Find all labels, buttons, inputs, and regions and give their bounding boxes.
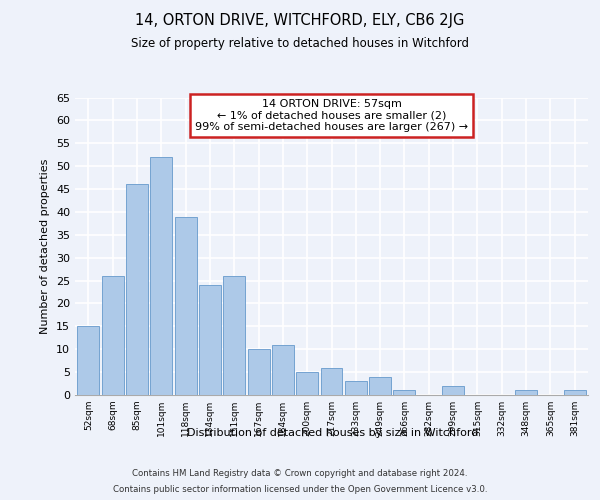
Bar [248, 349, 269, 395]
Bar [394, 390, 415, 395]
Bar [296, 372, 318, 395]
Bar [199, 285, 221, 395]
Bar [151, 157, 172, 395]
Bar [442, 386, 464, 395]
Bar [272, 344, 294, 395]
Bar [369, 376, 391, 395]
Bar [320, 368, 343, 395]
Y-axis label: Number of detached properties: Number of detached properties [40, 158, 50, 334]
Bar [77, 326, 100, 395]
Bar [126, 184, 148, 395]
Bar [175, 216, 197, 395]
Text: Distribution of detached houses by size in Witchford: Distribution of detached houses by size … [187, 428, 479, 438]
Bar [102, 276, 124, 395]
Bar [345, 382, 367, 395]
Text: Size of property relative to detached houses in Witchford: Size of property relative to detached ho… [131, 38, 469, 51]
Bar [563, 390, 586, 395]
Text: Contains HM Land Registry data © Crown copyright and database right 2024.: Contains HM Land Registry data © Crown c… [132, 469, 468, 478]
Bar [223, 276, 245, 395]
Text: 14 ORTON DRIVE: 57sqm
← 1% of detached houses are smaller (2)
99% of semi-detach: 14 ORTON DRIVE: 57sqm ← 1% of detached h… [195, 99, 468, 132]
Bar [515, 390, 537, 395]
Text: Contains public sector information licensed under the Open Government Licence v3: Contains public sector information licen… [113, 485, 487, 494]
Text: 14, ORTON DRIVE, WITCHFORD, ELY, CB6 2JG: 14, ORTON DRIVE, WITCHFORD, ELY, CB6 2JG [136, 12, 464, 28]
